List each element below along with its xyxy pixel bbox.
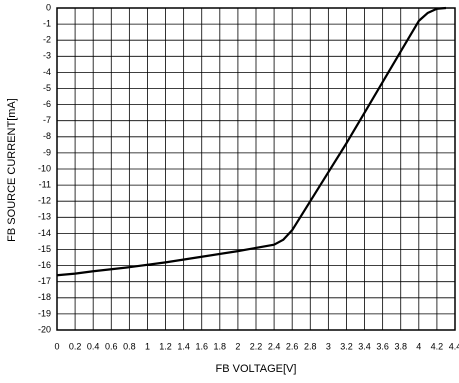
x-tick-label: 4.2 — [431, 341, 444, 351]
y-tick-label: -5 — [43, 83, 51, 93]
y-tick-label: -3 — [43, 51, 51, 61]
x-tick-label: 2 — [235, 341, 240, 351]
y-tick-label: -11 — [39, 179, 51, 189]
x-tick-label: 0.8 — [123, 341, 136, 351]
x-tick-label: 0.2 — [69, 341, 82, 351]
y-tick-label: -13 — [38, 212, 51, 222]
y-tick-label: -6 — [43, 99, 51, 109]
y-tick-label: -10 — [38, 163, 51, 173]
x-tick-label: 1.6 — [195, 341, 208, 351]
x-tick-label: 4.4 — [449, 341, 459, 351]
x-tick-label: 3 — [326, 341, 331, 351]
x-tick-label: 3.2 — [340, 341, 353, 351]
data-line — [56, 6, 447, 277]
x-tick-label: 0.4 — [87, 341, 100, 351]
y-tick-label: 0 — [46, 2, 51, 12]
y-tick-label: -4 — [43, 67, 51, 77]
x-tick-label: 3.6 — [376, 341, 389, 351]
y-tick-label: -2 — [43, 35, 51, 45]
x-tick-label: 1.8 — [214, 341, 227, 351]
x-tick-label: 0.6 — [105, 341, 118, 351]
y-tick-label: -17 — [38, 276, 51, 286]
plot-frame — [56, 7, 456, 331]
y-tick-label: -20 — [38, 324, 51, 334]
y-tick-label: -16 — [38, 260, 51, 270]
y-tick-label: -14 — [38, 228, 51, 238]
y-tick-label: -9 — [43, 147, 51, 157]
x-tick-label: 1.2 — [159, 341, 172, 351]
x-tick-label: 3.4 — [358, 341, 371, 351]
y-tick-label: -18 — [38, 292, 51, 302]
x-tick-label: 2.8 — [304, 341, 317, 351]
y-tick-label: -19 — [38, 308, 51, 318]
y-tick-label: -8 — [43, 131, 51, 141]
y-tick-label: -7 — [43, 115, 51, 125]
x-tick-label: 0 — [54, 341, 59, 351]
x-tick-label: 2.2 — [250, 341, 263, 351]
x-tick-label: 3.8 — [394, 341, 407, 351]
y-tick-label: -15 — [38, 244, 51, 254]
x-tick-label: 2.6 — [286, 341, 299, 351]
x-tick-label: 1.4 — [177, 341, 190, 351]
x-axis-title: FB VOLTAGE[V] — [216, 363, 297, 375]
y-tick-label: -12 — [38, 196, 51, 206]
x-tick-label: 4 — [416, 341, 421, 351]
x-tick-label: 2.4 — [268, 341, 281, 351]
x-tick-label: 1 — [145, 341, 150, 351]
y-axis-title: FB SOURCE CURRENT[mA] — [6, 98, 18, 242]
y-tick-label: -1 — [43, 18, 51, 28]
